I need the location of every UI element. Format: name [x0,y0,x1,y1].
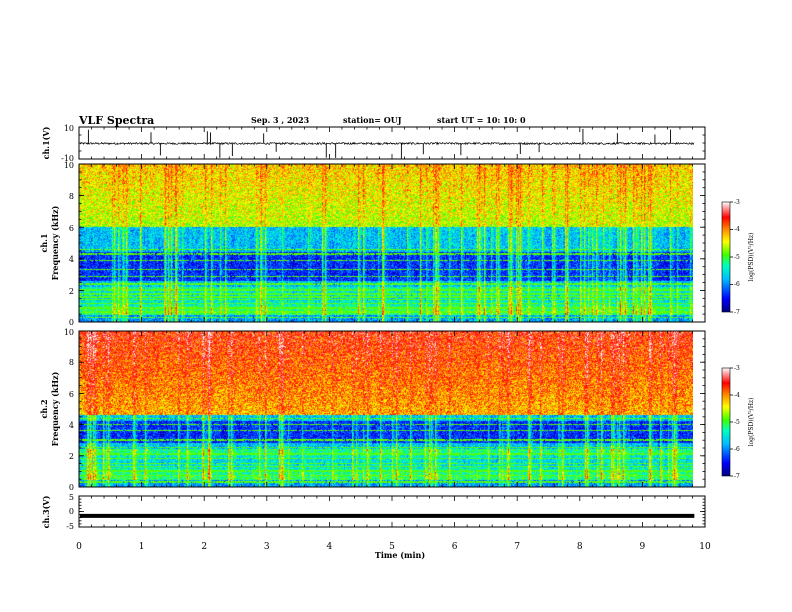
xtick-7: 7 [514,542,520,552]
ch1-spec-ytick-4: 4 [69,255,74,264]
ch2-colorbar-tick-m5: -5 [734,419,740,426]
ch2-spec-ytick-4: 4 [69,421,74,430]
ch1-spec-ytick-6: 6 [69,224,74,233]
ch1-spec-ylabel-channel: ch.1 [39,233,49,252]
ch1-spectrogram-image [79,164,693,322]
x-axis-label: Time (min) [375,550,425,560]
ch2-spectrogram-image [79,331,693,487]
ch2-spec-ylabel-frequency: Frequency (kHz) [50,371,60,446]
ch2-spec-ytick-6: 6 [69,390,74,399]
ch1-spec-ytick-10: 10 [64,161,74,170]
ch1-ytick-bottom: -10 [61,154,74,163]
xtick-1: 1 [139,542,145,552]
ch2-colorbar-ticks [730,367,733,477]
ch1-colorbar-tick-m7: -7 [734,309,740,316]
xtick-6: 6 [452,542,458,552]
ch1-colorbar-tick-m3: -3 [734,199,740,206]
ch1-waveform-ylabel: ch.1(V) [41,126,51,159]
xtick-3: 3 [264,542,270,552]
ch3-waveform-ylabel: ch.3(V) [41,495,51,528]
xtick-8: 8 [577,542,583,552]
ch3-ytick-m5: -5 [66,522,74,531]
ch1-waveform-panel: 10 -10 ch.1(V) [41,124,706,163]
xtick-2: 2 [201,542,207,552]
ch2-spec-ytick-0: 0 [69,483,74,492]
station-label: station= OUJ [343,115,402,125]
xtick-0: 0 [76,542,82,552]
ch1-colorbar-label: log(PSD)(V²/Hz) [748,233,755,282]
ch1-spec-ylabel-frequency: Frequency (kHz) [50,205,60,280]
ch1-colorbar: -3 -4 -5 -6 -7 log(PSD)(V²/Hz) [721,199,755,316]
x-axis: 0 1 2 3 4 5 6 7 8 9 10 Time (min) [76,542,711,560]
ch2-colorbar-gradient [721,367,731,477]
ch1-colorbar-tick-m4: -4 [734,226,740,233]
ch2-colorbar-tick-m3: -3 [734,365,740,372]
ch2-spec-ytick-8: 8 [69,358,74,367]
ch3-waveform-ticks [78,495,706,528]
ch1-spectrogram-ticks [78,163,706,323]
ch1-ytick-top: 10 [64,124,74,133]
ch1-spectrogram-panel: 0 2 4 6 8 10 ch.1 Frequency (kHz) [39,161,706,327]
ch2-spectrogram-panel: 0 2 4 6 8 10 ch.2 Frequency (kHz) [39,328,706,492]
ch1-colorbar-tick-m6: -6 [734,281,740,288]
ch2-spec-ytick-2: 2 [69,452,74,461]
ch1-colorbar-ticks [730,201,733,313]
ch2-spec-ytick-10: 10 [64,328,74,337]
ch2-colorbar-tick-m4: -4 [734,392,740,399]
ch2-colorbar-label: log(PSD)(V²/Hz) [748,398,755,447]
ch1-spec-ytick-2: 2 [69,287,74,296]
ch2-colorbar: -3 -4 -5 -6 -7 log(PSD)(V²/Hz) [721,365,755,480]
ch2-spec-ylabel-channel: ch.2 [39,399,49,418]
ch1-colorbar-tick-m5: -5 [734,254,740,261]
ch2-colorbar-tick-m7: -7 [734,473,740,480]
ch1-waveform-spikes [87,128,672,159]
ch1-colorbar-gradient [721,201,731,313]
xtick-5: 5 [389,542,395,552]
ch2-spectrogram-ticks [78,330,706,488]
ch1-waveform-ticks [78,126,706,160]
date-label: Sep. 3 , 2023 [251,115,310,125]
ch1-spec-ytick-8: 8 [69,192,74,201]
xtick-10: 10 [699,542,711,552]
ch2-colorbar-tick-m6: -6 [734,446,740,453]
ch1-spec-ytick-0: 0 [69,318,74,327]
xtick-4: 4 [327,542,333,552]
ch3-waveform-panel: 5 0 -5 ch.3(V) [41,493,706,531]
ch3-ytick-0: 0 [69,507,74,516]
ch3-ytick-5: 5 [69,493,74,502]
start-time-label: start UT = 10: 10: 0 [437,115,526,125]
figure-title: VLF Spectra [78,114,154,127]
xtick-9: 9 [640,542,646,552]
ch1-waveform-line [79,141,695,146]
